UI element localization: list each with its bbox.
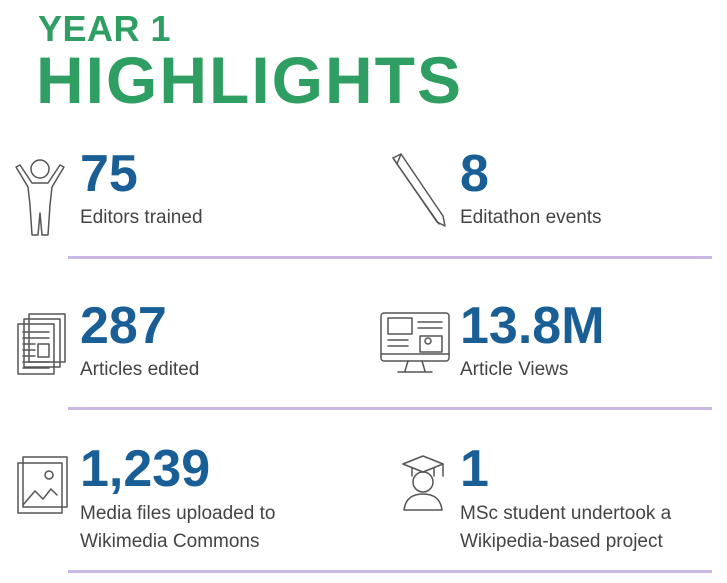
person-icon — [15, 159, 65, 236]
divider — [68, 570, 712, 573]
kicker: YEAR 1 — [38, 8, 172, 49]
stat-value: 75 — [80, 145, 138, 203]
newspaper-icon — [17, 313, 66, 375]
stat-label: Media files uploaded to Wikimedia Common… — [80, 503, 276, 552]
stat-value: 13.8M — [460, 297, 605, 355]
pencil-icon — [392, 153, 446, 227]
stat-label: Article Views — [460, 359, 569, 380]
stat-label: MSc student undertook a Wikipedia-based … — [460, 503, 672, 552]
divider — [68, 256, 712, 259]
stat-label: Editathon events — [460, 207, 602, 228]
stat-value: 8 — [460, 145, 489, 203]
stat-value: 1 — [460, 440, 489, 498]
image-icon — [17, 456, 68, 514]
graduate-icon — [402, 455, 444, 511]
stat-value: 287 — [80, 297, 167, 355]
title: HIGHLIGHTS — [36, 43, 463, 117]
stat-value: 1,239 — [80, 440, 211, 498]
stat-label: Articles edited — [80, 359, 200, 380]
divider — [68, 407, 712, 410]
monitor-icon — [380, 312, 450, 373]
stat-label: Editors trained — [80, 207, 203, 228]
